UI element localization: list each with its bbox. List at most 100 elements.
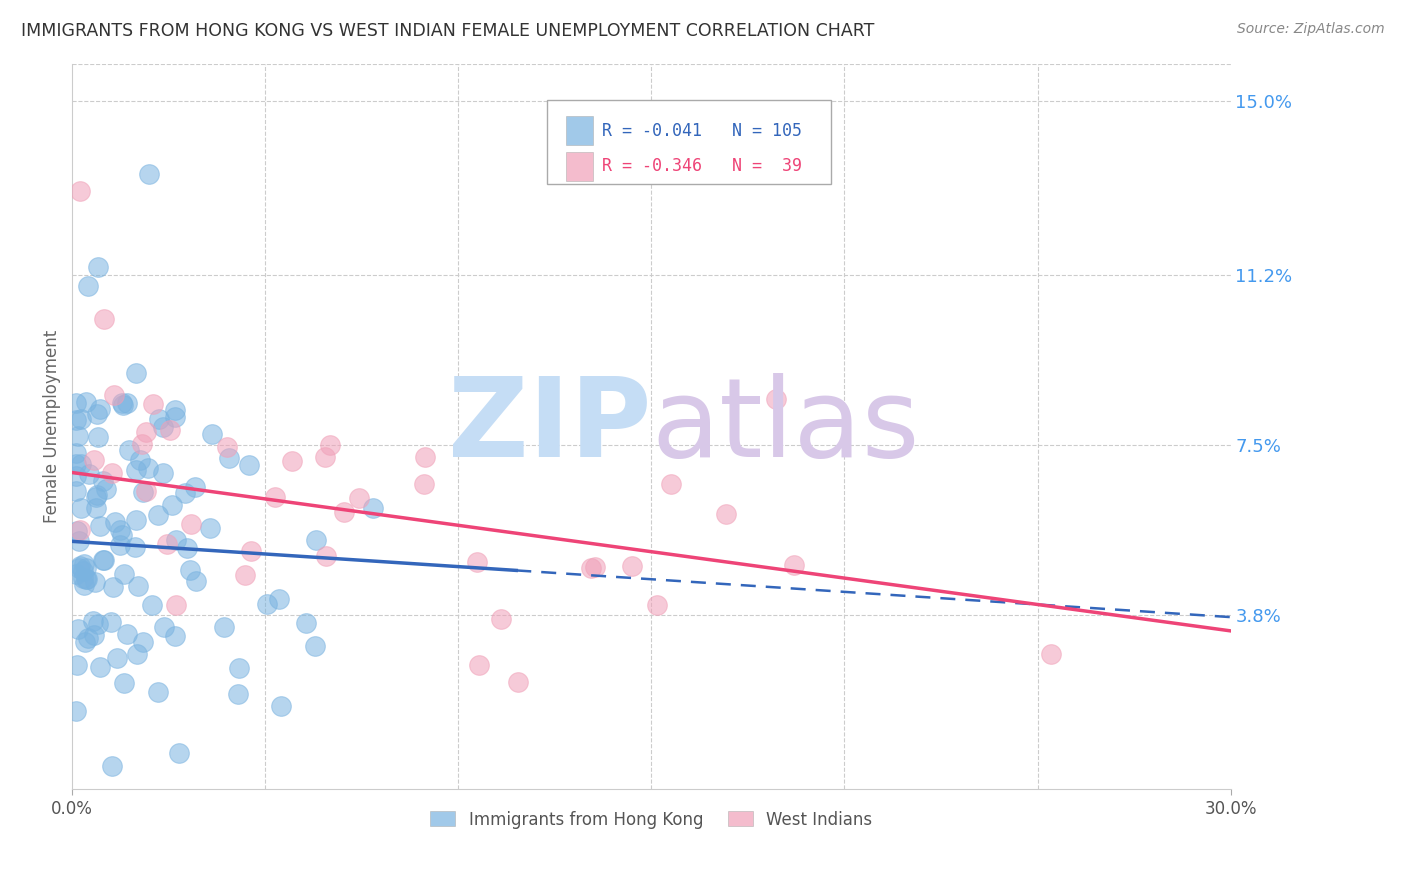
Point xyxy=(110,528,132,542)
Point xyxy=(103,388,125,402)
Point xyxy=(100,615,122,629)
Point xyxy=(132,635,155,649)
Text: atlas: atlas xyxy=(651,373,920,480)
Text: R = -0.346   N =  39: R = -0.346 N = 39 xyxy=(602,157,801,176)
Point xyxy=(318,438,340,452)
Point xyxy=(69,559,91,574)
Point xyxy=(69,412,91,426)
Point xyxy=(87,617,110,632)
Text: Source: ZipAtlas.com: Source: ZipAtlas.com xyxy=(1237,22,1385,37)
Point xyxy=(163,409,186,424)
Point xyxy=(65,396,87,410)
Point xyxy=(127,647,149,661)
Point xyxy=(108,538,131,552)
Point xyxy=(218,451,240,466)
Point xyxy=(581,561,603,575)
Point xyxy=(281,453,304,467)
Point xyxy=(163,629,186,643)
Point xyxy=(783,558,806,573)
Point xyxy=(714,507,737,521)
Point xyxy=(72,564,94,578)
Point xyxy=(468,658,491,673)
Point xyxy=(138,167,160,181)
Point xyxy=(125,463,148,477)
Point xyxy=(583,560,606,574)
Point xyxy=(304,639,326,653)
Point xyxy=(87,260,110,274)
Point xyxy=(179,563,201,577)
Point xyxy=(127,579,149,593)
Point xyxy=(489,612,512,626)
Point xyxy=(69,524,91,538)
Point xyxy=(93,312,115,326)
Point xyxy=(131,484,153,499)
Point xyxy=(103,516,125,530)
Point xyxy=(129,453,152,467)
Point xyxy=(77,467,100,482)
Point xyxy=(135,484,157,499)
Point xyxy=(142,397,165,411)
Point xyxy=(765,392,787,406)
Point xyxy=(186,574,208,588)
Point xyxy=(83,452,105,467)
Point xyxy=(295,616,318,631)
Point xyxy=(76,631,98,645)
Point xyxy=(89,518,111,533)
Point xyxy=(111,396,134,410)
Point xyxy=(70,500,93,515)
Point xyxy=(96,483,118,497)
Point xyxy=(75,635,97,649)
Legend: Immigrants from Hong Kong, West Indians: Immigrants from Hong Kong, West Indians xyxy=(423,804,879,835)
Point xyxy=(159,423,181,437)
Point xyxy=(645,598,668,612)
Point xyxy=(184,480,207,494)
Point xyxy=(75,573,97,587)
Point xyxy=(70,457,93,471)
Point xyxy=(200,520,222,534)
Point xyxy=(314,450,336,465)
Point xyxy=(76,572,98,586)
Point xyxy=(65,446,87,460)
Point xyxy=(620,559,643,574)
Point xyxy=(135,425,157,440)
Text: ZIP: ZIP xyxy=(449,373,651,480)
Point xyxy=(146,508,169,523)
Point xyxy=(136,461,159,475)
Point xyxy=(105,651,128,665)
Point xyxy=(69,184,91,198)
FancyBboxPatch shape xyxy=(565,152,593,181)
Point xyxy=(152,466,174,480)
Point xyxy=(75,394,97,409)
FancyBboxPatch shape xyxy=(565,116,593,145)
Point xyxy=(165,403,187,417)
Point xyxy=(82,614,104,628)
Point xyxy=(112,567,135,582)
Point xyxy=(91,552,114,566)
Point xyxy=(1040,647,1063,661)
FancyBboxPatch shape xyxy=(547,100,831,184)
Point xyxy=(125,513,148,527)
Point xyxy=(76,279,98,293)
Point xyxy=(212,620,235,634)
Point xyxy=(118,443,141,458)
Point xyxy=(160,498,183,512)
Point xyxy=(65,483,87,498)
Point xyxy=(148,412,170,426)
Point xyxy=(100,759,122,773)
Point xyxy=(233,568,256,582)
Point xyxy=(173,485,195,500)
Point xyxy=(201,426,224,441)
Point xyxy=(83,628,105,642)
Point xyxy=(141,598,163,612)
Point xyxy=(84,490,107,504)
Point xyxy=(156,536,179,550)
Point xyxy=(67,533,90,548)
Point xyxy=(333,505,356,519)
Point xyxy=(93,553,115,567)
Point xyxy=(176,541,198,556)
Point xyxy=(228,661,250,675)
Point xyxy=(264,490,287,504)
Point xyxy=(73,578,96,592)
Point xyxy=(67,561,90,575)
Point xyxy=(465,556,488,570)
